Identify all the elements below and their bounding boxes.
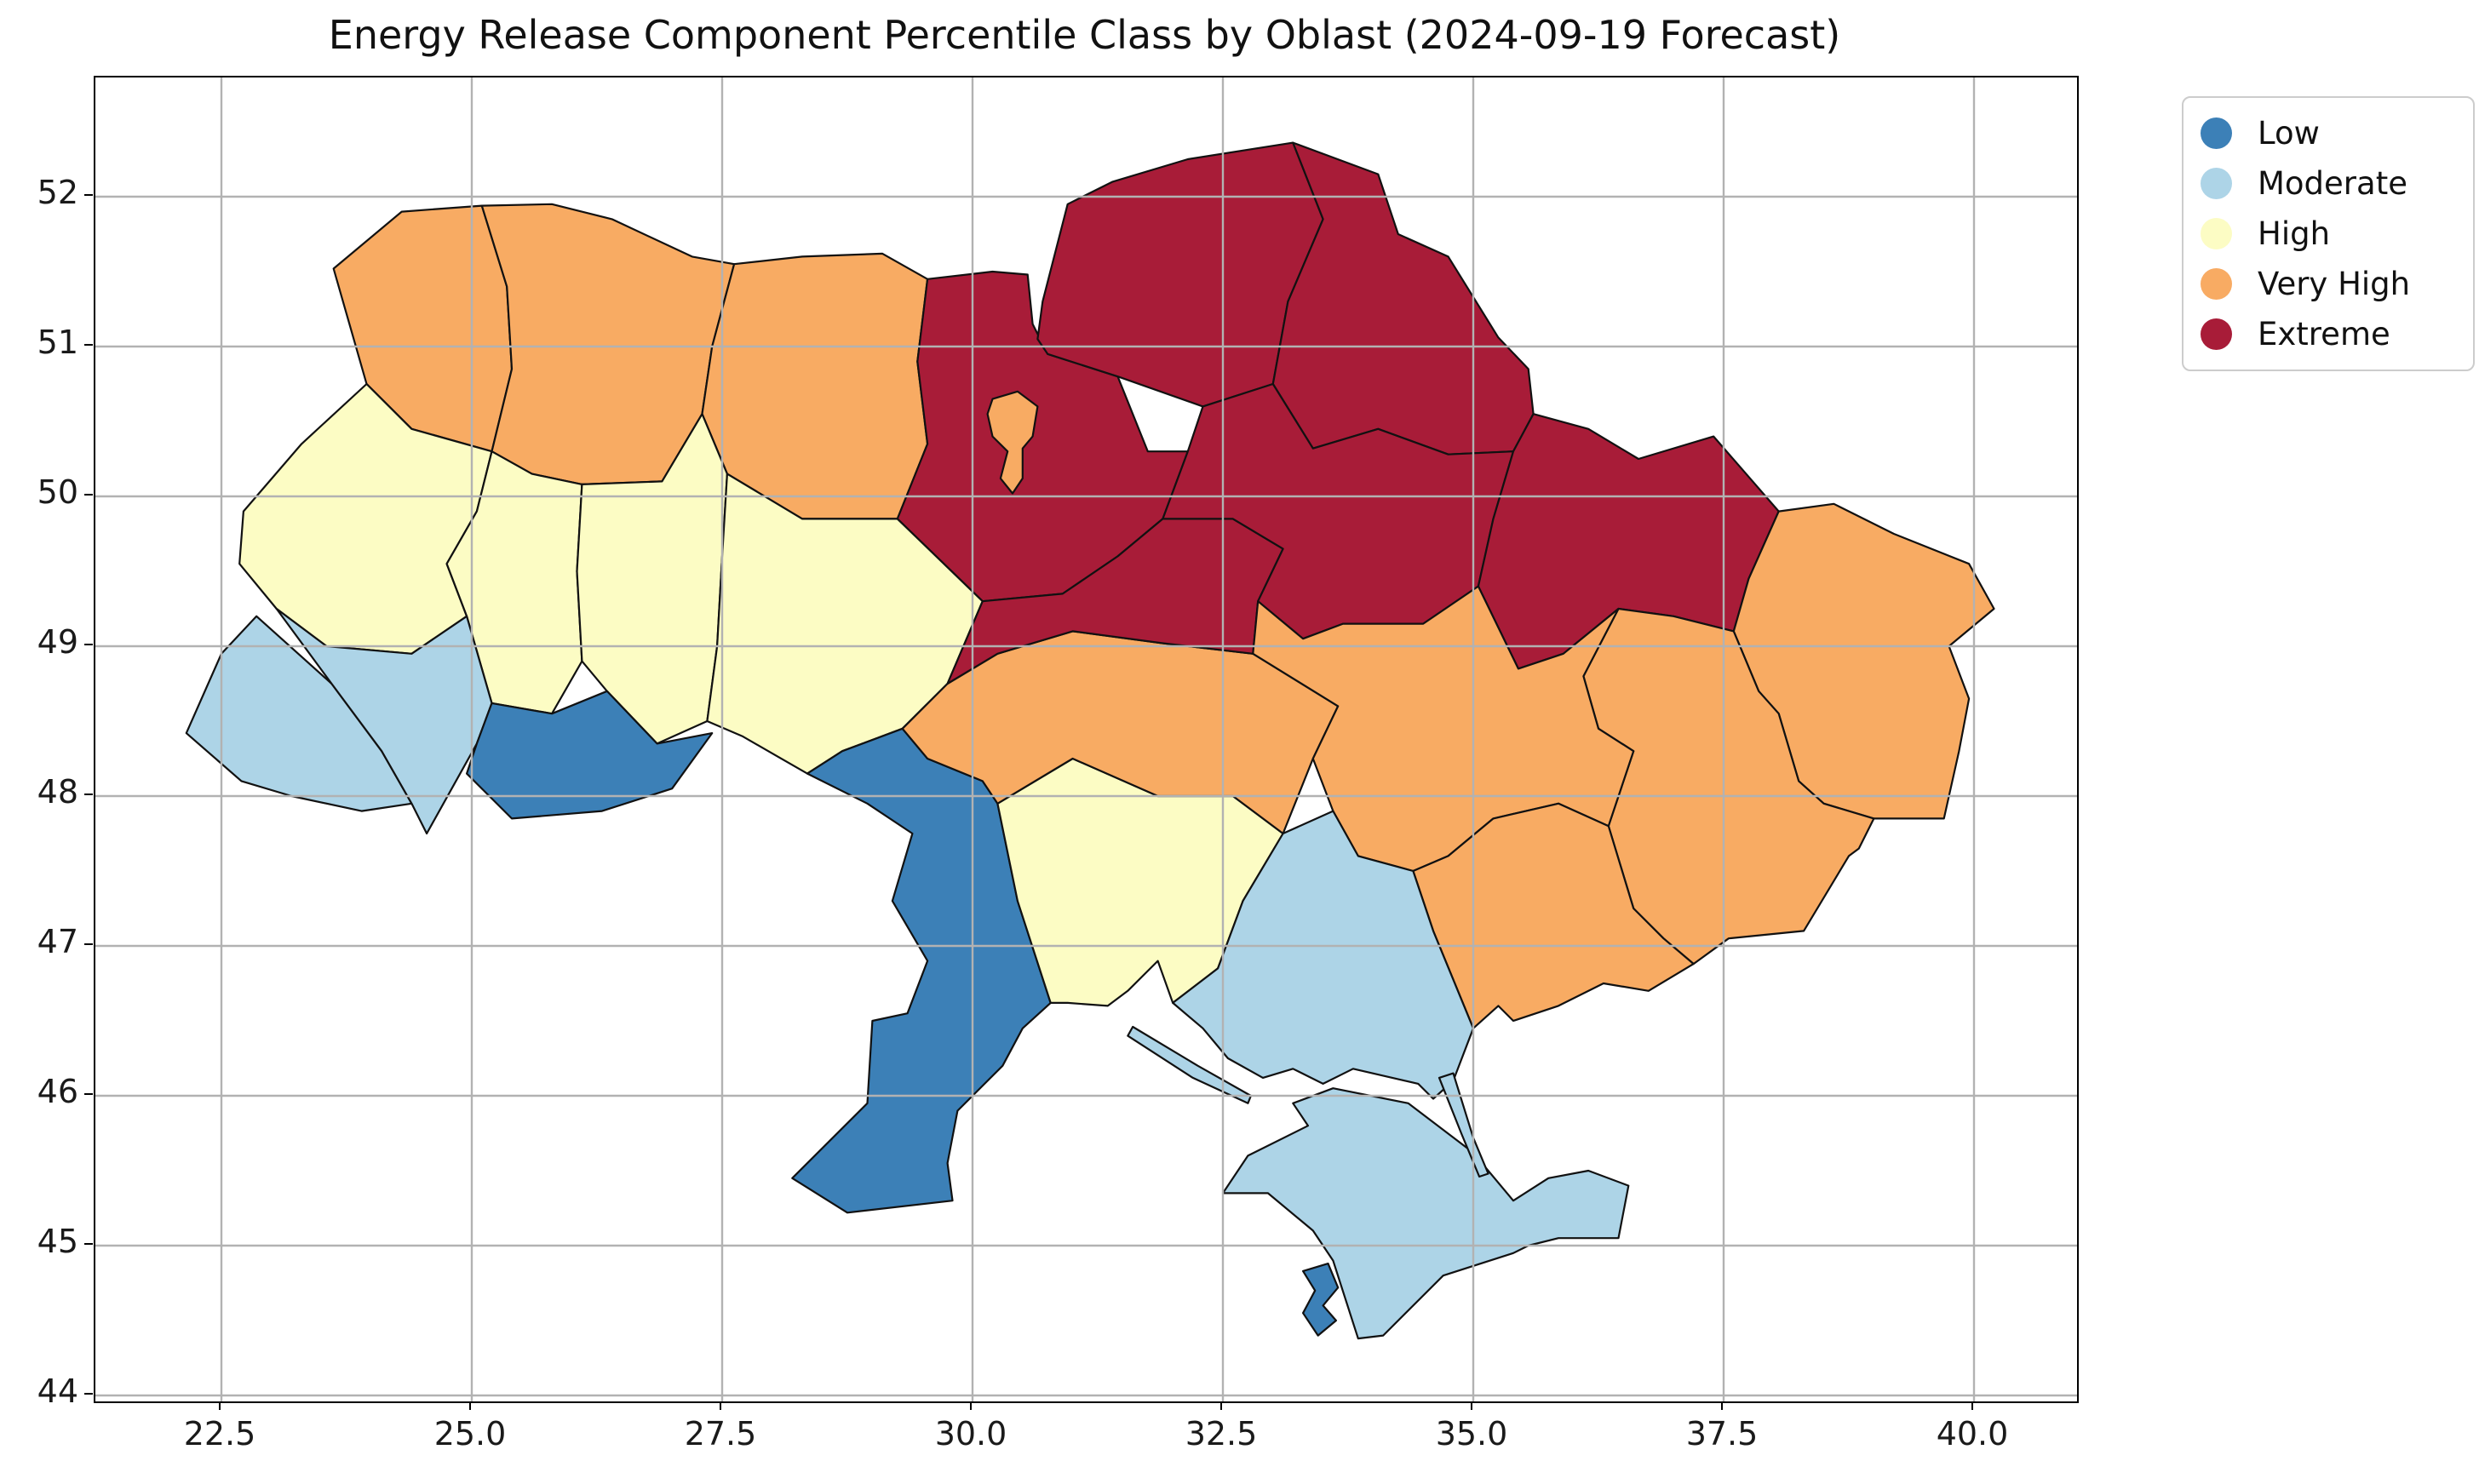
region-kherson bbox=[1172, 810, 1475, 1100]
y-tick-label-50: 50 bbox=[37, 473, 78, 511]
legend-label-very-high: Very High bbox=[2258, 266, 2411, 302]
y-tick-label-49: 49 bbox=[37, 623, 78, 661]
y-tick-mark-49 bbox=[84, 643, 93, 646]
legend-item-low: Low bbox=[2183, 108, 2473, 158]
legend-item-extreme: Extreme bbox=[2183, 309, 2473, 359]
x-tick-label-22.5: 22.5 bbox=[183, 1415, 256, 1452]
legend-item-high: High bbox=[2183, 209, 2473, 259]
legend-label-extreme: Extreme bbox=[2258, 316, 2390, 352]
legend-swatch-high-icon bbox=[2201, 218, 2232, 249]
region-ivano-frankivsk bbox=[275, 607, 493, 835]
x-tick-mark-37.5 bbox=[1720, 1401, 1724, 1410]
legend-label-moderate: Moderate bbox=[2258, 165, 2407, 202]
legend-label-high: High bbox=[2258, 215, 2331, 252]
x-tick-label-32.5: 32.5 bbox=[1185, 1415, 1258, 1452]
y-tick-label-48: 48 bbox=[37, 773, 78, 811]
x-tick-mark-35.0 bbox=[1470, 1401, 1473, 1410]
legend-swatch-very-high-icon bbox=[2201, 268, 2232, 300]
chart-title: Energy Release Component Percentile Clas… bbox=[328, 12, 1841, 58]
grid-lines bbox=[95, 77, 2077, 1401]
ukraine-choropleth-map bbox=[95, 77, 2077, 1401]
x-tick-mark-40.0 bbox=[1971, 1401, 1974, 1410]
x-tick-label-40.0: 40.0 bbox=[1936, 1415, 2009, 1452]
x-tick-mark-22.5 bbox=[218, 1401, 221, 1410]
x-tick-mark-30.0 bbox=[969, 1401, 973, 1410]
regions bbox=[185, 141, 1995, 1340]
x-tick-label-30.0: 30.0 bbox=[934, 1415, 1007, 1452]
y-tick-mark-51 bbox=[84, 343, 93, 347]
legend-item-moderate: Moderate bbox=[2183, 158, 2473, 209]
x-tick-label-35.0: 35.0 bbox=[1435, 1415, 1508, 1452]
legend: Low Moderate High Very High Extreme bbox=[2182, 96, 2475, 371]
y-tick-mark-44 bbox=[84, 1392, 93, 1395]
plot-area bbox=[94, 76, 2079, 1403]
y-tick-mark-46 bbox=[84, 1092, 93, 1096]
y-tick-label-51: 51 bbox=[37, 324, 78, 361]
y-tick-mark-50 bbox=[84, 493, 93, 496]
x-tick-label-27.5: 27.5 bbox=[684, 1415, 757, 1452]
y-tick-label-52: 52 bbox=[37, 174, 78, 211]
y-tick-label-44: 44 bbox=[37, 1372, 78, 1410]
legend-swatch-moderate-icon bbox=[2201, 168, 2232, 199]
y-tick-mark-52 bbox=[84, 193, 93, 197]
y-tick-mark-45 bbox=[84, 1242, 93, 1246]
region-crimea bbox=[1221, 1087, 1630, 1340]
region-sumy bbox=[1271, 141, 1535, 456]
y-tick-label-47: 47 bbox=[37, 923, 78, 960]
region-sevastopol bbox=[1301, 1262, 1340, 1337]
x-tick-label-37.5: 37.5 bbox=[1685, 1415, 1759, 1452]
legend-swatch-low-icon bbox=[2201, 117, 2232, 149]
x-tick-label-25.0: 25.0 bbox=[433, 1415, 507, 1452]
legend-item-very-high: Very High bbox=[2183, 259, 2473, 309]
region-zaporizhzhia bbox=[1412, 802, 1695, 1029]
y-tick-label-45: 45 bbox=[37, 1223, 78, 1260]
x-tick-mark-27.5 bbox=[719, 1401, 722, 1410]
legend-label-low: Low bbox=[2258, 115, 2320, 152]
region-chernivtsi bbox=[466, 690, 714, 820]
y-tick-mark-48 bbox=[84, 793, 93, 796]
legend-swatch-extreme-icon bbox=[2201, 318, 2232, 350]
x-tick-mark-25.0 bbox=[468, 1401, 472, 1410]
y-tick-mark-47 bbox=[84, 943, 93, 946]
region-dnipropetrovsk bbox=[1252, 585, 1635, 873]
x-tick-mark-32.5 bbox=[1219, 1401, 1223, 1410]
region-kyiv-city bbox=[986, 390, 1039, 495]
y-tick-label-46: 46 bbox=[37, 1073, 78, 1110]
